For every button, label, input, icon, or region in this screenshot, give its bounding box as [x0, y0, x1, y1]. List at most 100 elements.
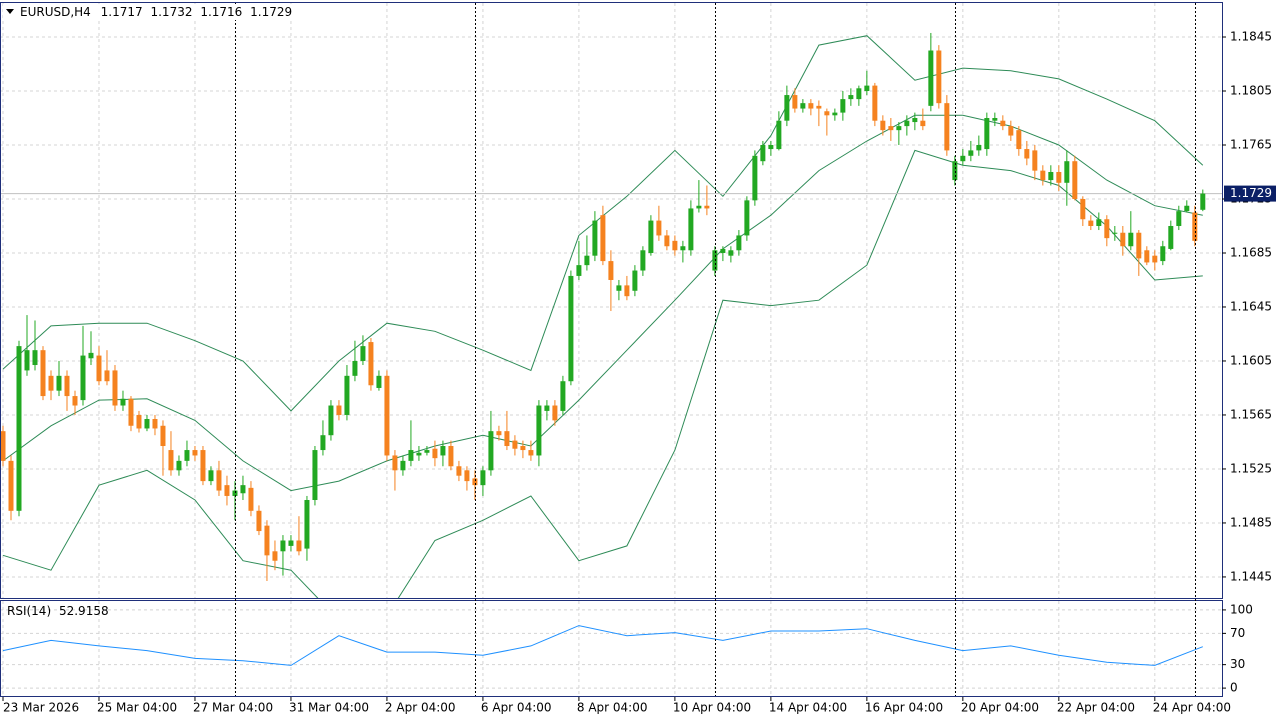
candle-body [736, 235, 742, 251]
band-middle [2, 114, 1203, 492]
candle-body [968, 150, 974, 156]
candle-body [408, 450, 414, 461]
candle-body [344, 375, 350, 415]
candle-body [1072, 161, 1078, 199]
candle-body [840, 99, 846, 113]
candle-body [1200, 193, 1206, 210]
close-value: 1.1729 [250, 5, 292, 19]
candle-body [1112, 232, 1118, 234]
candle-body [272, 551, 278, 561]
candle-body [56, 375, 62, 391]
candle-body [1136, 232, 1142, 259]
candle-body [288, 540, 294, 546]
candle-body [1000, 120, 1006, 127]
x-tick-label: 16 Apr 04:00 [865, 701, 943, 715]
candle-body [800, 103, 806, 109]
candle-body [688, 208, 694, 251]
y-tick-label: 1.1765 [1230, 138, 1272, 152]
candle-body [32, 350, 38, 366]
candle-body [104, 370, 110, 382]
candle-body [904, 120, 910, 127]
candle-body [392, 455, 398, 471]
candle-body [256, 510, 262, 532]
candle-body [872, 85, 878, 121]
high-value: 1.1732 [150, 5, 192, 19]
x-tick-label: 2 Apr 04:00 [385, 701, 456, 715]
candle-body [120, 398, 126, 406]
candle-body [88, 352, 94, 359]
candle-body [1040, 170, 1046, 181]
header-arrow [6, 9, 14, 14]
candle-body [1128, 232, 1134, 247]
candle-body [464, 470, 470, 482]
candle-body [384, 375, 390, 456]
candle-body [936, 50, 942, 104]
candle-body [896, 126, 902, 131]
axes: 1.1445 1.1485 1.1525 1.1565 1.1605 1.1645 1.16… [2, 3, 1276, 715]
main-header: EURUSD,H4 1.1717 1.1732 1.1716 1.1729 [20, 5, 292, 19]
candle-body [1048, 171, 1054, 181]
rsi-plot [2, 625, 1203, 666]
candle-body [432, 448, 438, 459]
candle-body [1144, 250, 1150, 263]
x-tick-label: 25 Mar 04:00 [97, 701, 177, 715]
candle-body [232, 490, 238, 496]
candle-body [880, 120, 886, 131]
candle-body [216, 470, 222, 491]
candle-body [920, 120, 926, 127]
candle-body [592, 220, 598, 256]
candle-body [80, 355, 86, 401]
candle-body [560, 381, 566, 411]
candle-body [152, 419, 158, 429]
candle-body [8, 460, 14, 511]
candle-body [1104, 219, 1110, 239]
candle-body [448, 446, 454, 467]
candle-body [360, 346, 366, 361]
candle-body [616, 285, 622, 291]
x-tick-label: 24 Apr 04:00 [1153, 701, 1231, 715]
candle-body [16, 346, 22, 511]
rsi-panel-frame [0, 600, 1223, 697]
candle-body [72, 396, 78, 406]
candle-body [808, 103, 814, 109]
candle-body [648, 220, 654, 253]
candle-body [328, 405, 334, 436]
candle-body [776, 120, 782, 150]
candle-body [656, 220, 662, 236]
candle-body [856, 88, 862, 100]
candle-body [112, 370, 118, 406]
candle-body [1152, 255, 1158, 263]
candle-body [488, 431, 494, 471]
candle-body [944, 103, 950, 151]
rsi-line [2, 625, 1203, 666]
candle-body [864, 85, 870, 92]
candle-body [1088, 220, 1094, 226]
x-tick-label: 23 Mar 2026 [3, 701, 79, 715]
symbol: EURUSD,H4 [20, 5, 91, 19]
candle-body [128, 398, 134, 426]
main-plot [1, 32, 1222, 598]
candle-body [320, 435, 326, 451]
candle-body [64, 375, 70, 397]
candle-body [576, 265, 582, 276]
y-tick-label: 1.1485 [1230, 515, 1272, 529]
candle-body [632, 270, 638, 291]
candle-body [376, 375, 382, 388]
candle-body [96, 355, 102, 382]
candle-body [280, 540, 286, 552]
candle-body [136, 414, 142, 429]
candle-body [624, 285, 630, 297]
candle-body [1064, 161, 1070, 183]
candle-body [960, 155, 966, 162]
candle-body [264, 525, 270, 556]
candle-body [992, 118, 998, 121]
price-tag [1224, 185, 1276, 202]
candle-body [144, 419, 150, 429]
candle-body [248, 487, 254, 511]
candle-body [1016, 130, 1022, 150]
candle-body [952, 161, 958, 181]
y-tick-label: 1.1565 [1230, 407, 1272, 421]
candle-body [368, 342, 374, 386]
candle-body [640, 250, 646, 271]
candle-body [200, 450, 206, 482]
